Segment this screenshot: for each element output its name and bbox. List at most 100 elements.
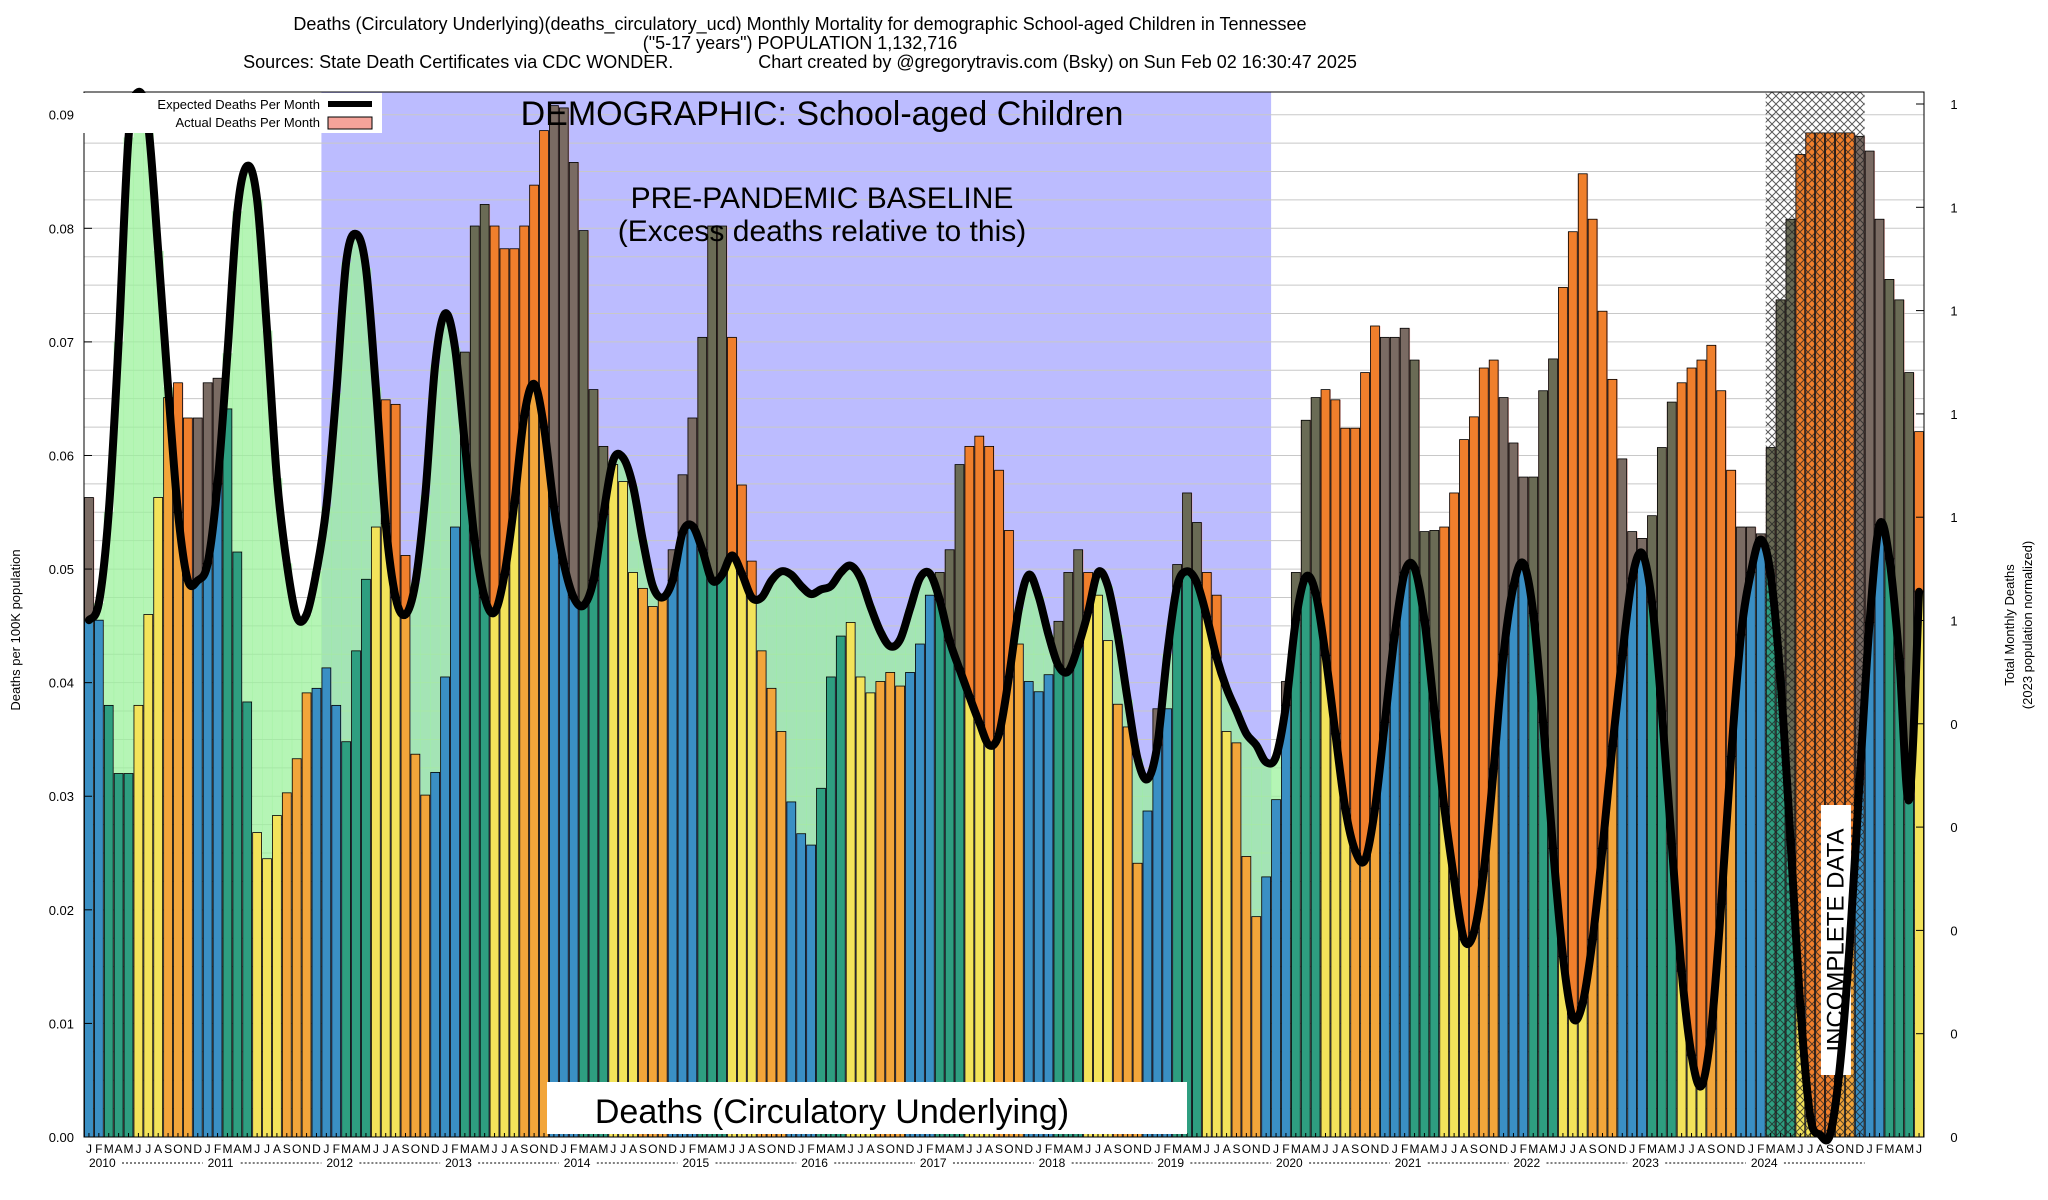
x-axis-month-label: M (1904, 1142, 1914, 1156)
x-axis-month-label: N (1608, 1142, 1617, 1156)
x-axis-month-label: M (598, 1142, 608, 1156)
x-axis-month-label: S (283, 1142, 291, 1156)
x-axis-month-label: J (1570, 1142, 1576, 1156)
x-axis-month-label: A (827, 1142, 835, 1156)
x-axis-month-label: J (620, 1142, 626, 1156)
excess-deficit-area (1231, 711, 1242, 743)
actual-deaths-bar (598, 514, 609, 1138)
actual-deaths-bar (361, 578, 371, 1138)
x-axis-month-label: S (1589, 1142, 1597, 1156)
x-axis-month-label: O (1717, 1142, 1726, 1156)
actual-deaths-bar (915, 643, 925, 1138)
x-axis-month-label: J (1748, 1142, 1754, 1156)
x-axis-year-label: 2017 (920, 1156, 947, 1170)
actual-deaths-bar (549, 506, 559, 1138)
actual-deaths-bar (964, 695, 975, 1138)
actual-deaths-bar (509, 502, 520, 1138)
excess-deficit-area (766, 580, 777, 689)
excess-deficit-area (1261, 762, 1272, 877)
actual-deaths-bar (1746, 572, 1756, 1138)
x-axis-month-label: J (1095, 1142, 1101, 1156)
excess-deaths-bar (479, 204, 490, 598)
actual-deaths-bar (766, 687, 777, 1138)
actual-deaths-bar (341, 741, 351, 1138)
x-axis-month-label: M (1311, 1142, 1321, 1156)
actual-deaths-bar (351, 650, 361, 1138)
y2-axis-tick-label: 0 (1950, 923, 1957, 938)
actual-deaths-bar (1063, 670, 1074, 1138)
excess-deficit-area (1251, 745, 1262, 917)
x-axis-month-label: M (1528, 1142, 1538, 1156)
actual-deaths-bar (618, 481, 628, 1138)
excess-deficit-area (905, 608, 916, 673)
x-axis-year-label: 2022 (1513, 1156, 1540, 1170)
y2-axis-tick-label: 0 (1950, 820, 1957, 835)
x-axis-month-label: O (1123, 1142, 1132, 1156)
x-axis-month-label: S (1232, 1142, 1240, 1156)
x-axis-month-label: J (135, 1142, 141, 1156)
actual-deaths-bar (1004, 676, 1014, 1138)
x-axis-year-label: 2023 (1632, 1156, 1659, 1170)
actual-deaths-bar (1023, 681, 1034, 1138)
actual-deaths-bar (1290, 619, 1301, 1138)
x-axis-month-label: A (1341, 1142, 1349, 1156)
actual-deaths-bar (1033, 691, 1044, 1138)
x-axis-month-label: N (1489, 1142, 1498, 1156)
excess-deaths-bar (954, 464, 965, 670)
actual-deaths-bar (895, 685, 905, 1138)
actual-deaths-bar (826, 676, 836, 1138)
actual-deaths-bar (1271, 799, 1281, 1138)
x-axis-month-label: J (323, 1142, 329, 1156)
excess-deficit-area (252, 199, 263, 833)
x-axis-month-label: N (421, 1142, 430, 1156)
actual-deaths-bar (1419, 619, 1430, 1138)
x-axis-month-label: F (1045, 1142, 1052, 1156)
excess-deficit-area (271, 478, 283, 816)
x-axis-month-label: D (1143, 1142, 1152, 1156)
excess-deficit-area (825, 586, 837, 677)
actual-deaths-bar (667, 580, 678, 1138)
y-axis-tick-label: 0.03 (49, 789, 74, 804)
excess-deaths-bar (687, 417, 698, 527)
actual-deaths-bar (192, 580, 203, 1138)
x-axis-year-label: 2011 (208, 1156, 234, 1170)
excess-deaths-bar (529, 184, 539, 385)
excess-deaths-bar (1340, 427, 1351, 810)
legend-actual-swatch (327, 116, 373, 130)
actual-deaths-bar (539, 426, 549, 1138)
excess-deficit-area (845, 565, 857, 623)
baseline-label-line-1: PRE-PANDEMIC BASELINE (631, 182, 1014, 215)
plot-frame (83, 91, 1925, 1138)
x-axis-month-label: S (164, 1142, 172, 1156)
x-axis-month-label: M (1291, 1142, 1301, 1156)
actual-deaths-bar (1221, 731, 1232, 1138)
actual-deaths-bar (1182, 570, 1192, 1138)
actual-deaths-bar (1330, 733, 1341, 1138)
excess-deficit-area (1271, 756, 1282, 800)
x-axis-month-label: M (1429, 1142, 1439, 1156)
x-axis-month-label: A (985, 1142, 993, 1156)
x-axis-month-label: J (858, 1142, 864, 1156)
x-axis-month-label: J (679, 1142, 685, 1156)
x-axis-month-label: F (926, 1142, 933, 1156)
x-axis-month-label: A (1816, 1142, 1824, 1156)
actual-deaths-bar (1340, 808, 1351, 1138)
y-axis-tick-label: 0.06 (49, 448, 74, 463)
x-axis-month-label: J (1154, 1142, 1160, 1156)
excess-deaths-bar (1874, 218, 1885, 526)
actual-deaths-bar (1162, 708, 1173, 1138)
x-axis-month-label: D (906, 1142, 915, 1156)
actual-deaths-bar (905, 672, 915, 1138)
x-axis-month-label: J (729, 1142, 735, 1156)
actual-deaths-bar (657, 597, 668, 1138)
actual-deaths-bar (1508, 585, 1519, 1138)
x-axis-month-label: N (302, 1142, 311, 1156)
actual-deaths-bar (994, 733, 1004, 1138)
x-axis-month-label: N (540, 1142, 549, 1156)
x-axis-month-label: M (222, 1142, 232, 1156)
x-axis-month-label: S (876, 1142, 884, 1156)
actual-deaths-bar (855, 676, 866, 1138)
y2-axis-tick-label: 0 (1950, 1130, 1957, 1145)
x-axis-month-label: J (917, 1142, 923, 1156)
excess-deficit-area (924, 573, 936, 596)
